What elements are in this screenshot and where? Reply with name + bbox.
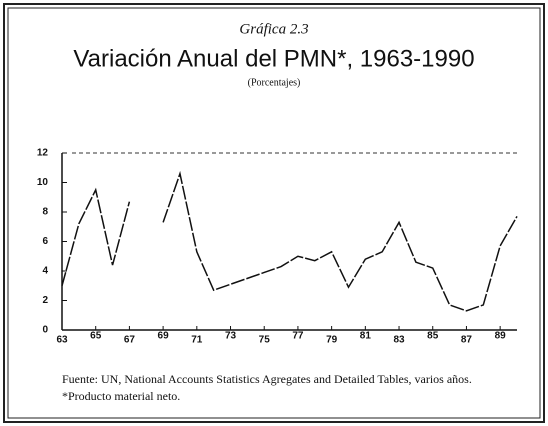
x-tick-label: 77 — [292, 331, 304, 342]
x-tick-label: 73 — [225, 331, 237, 342]
x-tick-label: 85 — [427, 331, 439, 342]
chart-title: Variación Anual del PMN*, 1963-1990 — [73, 45, 474, 72]
y-tick-label: 0 — [42, 325, 48, 336]
x-tick-label: 67 — [124, 335, 136, 346]
note: *Producto material neto. — [62, 389, 180, 403]
inner-frame — [7, 7, 541, 419]
unit-label: (Porcentajes) — [248, 77, 301, 88]
x-tick-label: 89 — [495, 331, 507, 342]
source: Fuente: UN, National Accounts Statistics… — [62, 372, 472, 386]
y-tick-label: 2 — [42, 295, 48, 306]
x-tick-label: 75 — [259, 335, 271, 346]
data-line — [61, 170, 518, 312]
x-tick-label: 65 — [90, 331, 102, 342]
y-tick-label: 6 — [42, 236, 48, 247]
y-tick-label: 4 — [42, 266, 48, 277]
x-tick-label: 69 — [158, 331, 170, 342]
outer-frame — [3, 3, 545, 423]
x-tick-label: 83 — [393, 335, 405, 346]
y-tick-label: 12 — [37, 148, 49, 159]
x-tick-label: 87 — [461, 335, 473, 346]
x-tick-label: 63 — [56, 335, 68, 346]
x-tick-label: 79 — [326, 335, 338, 346]
y-tick-label: 10 — [37, 177, 49, 188]
y-tick-label: 8 — [42, 207, 48, 218]
chart-subtitle: Gráfica 2.3 — [239, 21, 308, 37]
x-tick-label: 71 — [191, 335, 203, 346]
x-tick-label: 81 — [360, 331, 372, 342]
